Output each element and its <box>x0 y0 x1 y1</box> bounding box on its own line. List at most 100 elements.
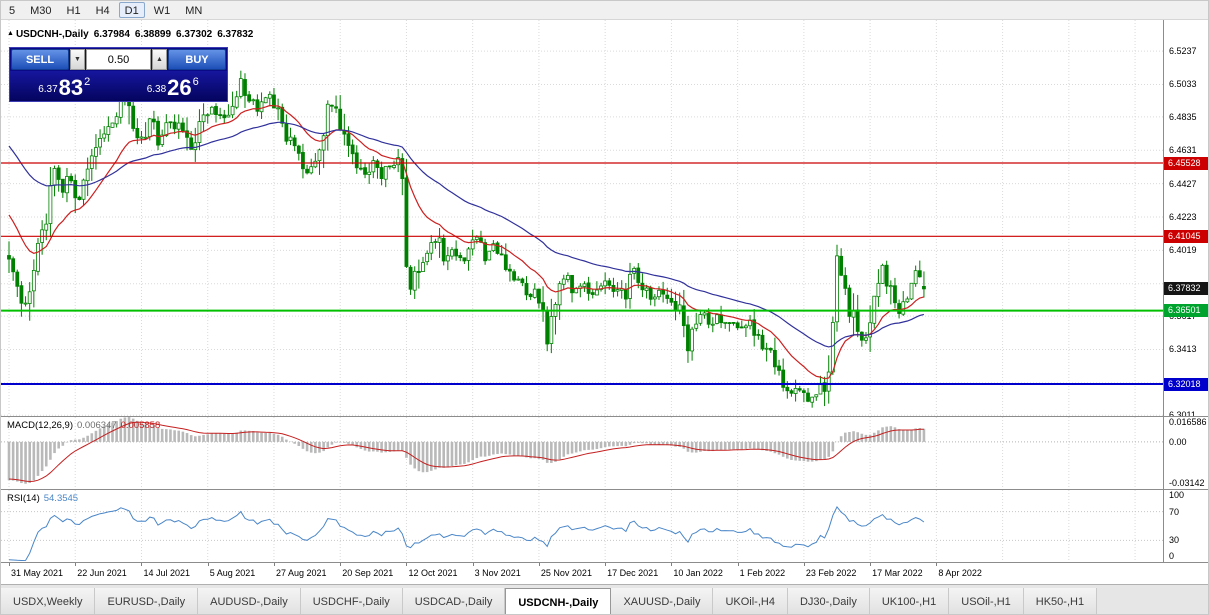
pane-separator[interactable] <box>1 416 1208 417</box>
candle-body <box>859 331 864 341</box>
date-axis[interactable]: 31 May 2021 22 Jun 2021 14 Jul 2021 5 Aug 2… <box>1 563 1208 584</box>
date-label: 27 Aug 2021 <box>275 568 327 578</box>
tab-xauusd-daily[interactable]: XAUUSD-,Daily <box>611 588 714 614</box>
ma-fast-line <box>8 104 925 380</box>
rsi-pane[interactable]: RSI(14) 54.3545 <box>1 490 1163 562</box>
price-chart-pane[interactable]: ▲ USDCNH-,Daily 6.37984 6.38899 6.37302 6.378… <box>1 20 1163 416</box>
timeframe-button-mn[interactable]: MN <box>185 5 203 17</box>
candlestick-chart[interactable] <box>1 20 1163 416</box>
date-label: 25 Nov 2021 <box>540 568 592 578</box>
candle-body <box>739 326 744 329</box>
candle-body <box>839 255 844 276</box>
tab-usdchf-daily[interactable]: USDCHF-,Daily <box>300 588 403 614</box>
candle-body <box>143 136 148 139</box>
candle-body <box>135 127 140 139</box>
candle-body <box>81 179 86 200</box>
collapse-arrow-icon[interactable]: ▲ <box>7 30 14 37</box>
buy-price[interactable]: 6.38 26 6 <box>119 71 228 101</box>
candle-body <box>508 268 512 272</box>
candle-body <box>665 294 670 299</box>
candle-body <box>888 285 893 288</box>
price-axis-label: 6.3413 <box>1169 344 1197 355</box>
candle-body <box>652 296 657 300</box>
rsi-axis-label: 30 <box>1169 535 1180 546</box>
macd-axis[interactable]: 0.016586 0.00 -0.03142 <box>1163 417 1208 489</box>
ohlc-low: 6.37302 <box>176 29 213 40</box>
tab-usdcnh-daily[interactable]: USDCNH-,Daily <box>505 588 612 614</box>
price-badge: 6.32018 <box>1164 377 1208 391</box>
timeframe-toolbar: 5 M30 H1 H4 D1 W1 MN <box>1 1 1208 20</box>
candle-body <box>537 288 541 304</box>
candle-body <box>450 249 454 257</box>
candle-body <box>412 270 417 291</box>
date-label: 17 Mar 2022 <box>872 568 923 578</box>
candle-body <box>288 136 293 141</box>
lot-size-input[interactable] <box>86 49 151 70</box>
candle-body <box>147 118 152 138</box>
candle-body <box>441 238 446 262</box>
candle-body <box>255 99 260 112</box>
rsi-axis[interactable]: 100 70 30 0 <box>1163 490 1208 562</box>
sell-button[interactable]: SELL <box>11 49 69 70</box>
price-badge: 6.36501 <box>1164 304 1208 318</box>
candle-body <box>180 122 185 132</box>
candle-body <box>193 142 198 151</box>
candle-body <box>470 239 475 250</box>
date-label: 31 May 2021 <box>11 568 64 578</box>
timeframe-button-5[interactable]: 5 <box>9 5 16 17</box>
candle-body <box>429 242 434 254</box>
price-axis[interactable]: 6.5237 6.5033 6.4835 6.4631 6.4427 6.4223 6.40… <box>1163 20 1208 420</box>
candle-body <box>657 289 661 298</box>
candle-body <box>669 297 674 303</box>
pane-separator[interactable] <box>1 489 1208 490</box>
tab-audusd-daily[interactable]: AUDUSD-,Daily <box>198 588 301 614</box>
timeframe-button-m30[interactable]: M30 <box>30 5 52 17</box>
candle-body <box>880 264 885 284</box>
candle-body <box>168 121 173 124</box>
candle-body <box>60 178 65 193</box>
candle-body <box>11 258 16 273</box>
buy-button[interactable]: BUY <box>168 49 226 70</box>
candle-body <box>636 267 641 283</box>
lot-increase-button[interactable]: ▲ <box>152 49 167 70</box>
tab-usdx-weekly[interactable]: USDX,Weekly <box>1 588 96 614</box>
candle-body <box>272 94 276 109</box>
candle-body <box>247 94 252 102</box>
candle-body <box>421 262 425 272</box>
timeframe-button-h4[interactable]: H4 <box>95 5 110 17</box>
candle-body <box>648 287 653 300</box>
date-label: 14 Jul 2021 <box>143 568 191 578</box>
lot-decrease-button[interactable]: ▼ <box>70 49 85 70</box>
macd-signal-line <box>8 421 924 483</box>
date-tick <box>870 563 872 566</box>
macd-pane[interactable]: MACD(12,26,9) 0.006347 0.005858 <box>1 417 1163 489</box>
rsi-axis-label: 100 <box>1169 490 1185 500</box>
tab-dj30-daily[interactable]: DJ30-,Daily <box>787 588 870 614</box>
sell-price[interactable]: 6.37 83 2 <box>10 71 119 101</box>
candle-body <box>392 164 396 168</box>
candle-body <box>909 282 914 300</box>
candle-body <box>305 168 309 174</box>
candle-body <box>77 196 82 201</box>
timeframe-button-d1[interactable]: D1 <box>118 2 145 18</box>
candle-body <box>238 78 243 97</box>
tab-usdcad-daily[interactable]: USDCAD-,Daily <box>402 588 506 614</box>
date-label: 8 Apr 2022 <box>938 568 982 578</box>
candle-body <box>483 242 488 262</box>
timeframe-button-w1[interactable]: W1 <box>153 5 171 17</box>
tab-usoil-h1[interactable]: USOil-,H1 <box>949 588 1024 614</box>
tab-eurusd-daily[interactable]: EURUSD-,Daily <box>95 588 199 614</box>
rsi-axis-label: 70 <box>1169 506 1180 517</box>
rsi-line <box>8 505 925 562</box>
tab-hk50-h1[interactable]: HK50-,H1 <box>1023 588 1098 614</box>
tab-ukoil-h4[interactable]: UKOil-,H4 <box>713 588 788 614</box>
date-tick <box>406 563 408 566</box>
candle-body <box>346 133 351 146</box>
candle-body <box>379 167 384 179</box>
price-axis-label: 6.4019 <box>1169 245 1197 256</box>
tab-uk100-h1[interactable]: UK100-,H1 <box>869 588 950 614</box>
candle-body <box>313 160 318 168</box>
candle-body <box>454 248 459 257</box>
timeframe-button-h1[interactable]: H1 <box>66 5 81 17</box>
candle-body <box>301 152 305 170</box>
